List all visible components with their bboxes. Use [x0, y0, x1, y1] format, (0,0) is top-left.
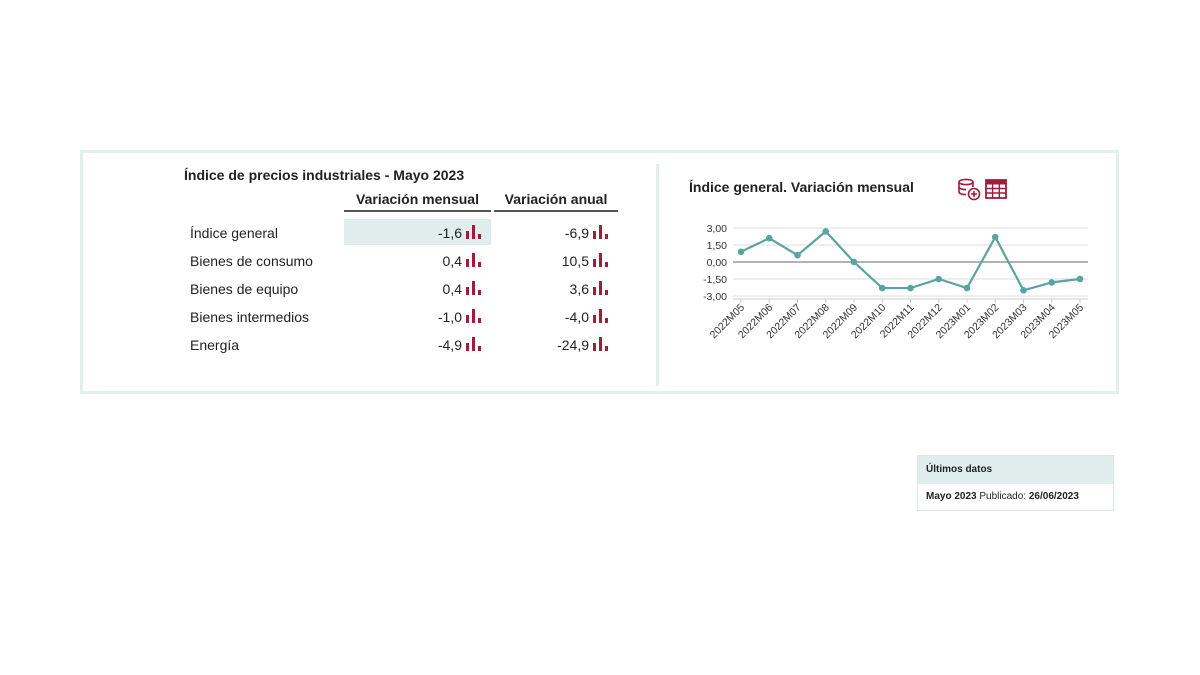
monthly-value: -1,6: [437, 225, 462, 241]
column-header-annual: Variación anual: [494, 191, 618, 212]
data-point: [794, 251, 801, 259]
data-point: [850, 258, 858, 266]
bar-chart-icon[interactable]: [593, 309, 608, 323]
latest-data-box: Últimos datos Mayo 2023 Publicado: 26/06…: [917, 455, 1114, 511]
row-label: Bienes intermedios: [190, 309, 310, 325]
row-label: Bienes de consumo: [190, 253, 313, 269]
table-row: Energía -4,9 -24,9: [184, 331, 624, 359]
y-tick-label: 0,00: [707, 257, 728, 269]
monthly-cell: 0,4: [344, 275, 491, 301]
data-point: [907, 284, 914, 292]
bar-chart-icon[interactable]: [593, 225, 608, 239]
y-tick-label: -1,50: [703, 274, 727, 286]
series-line: [740, 230, 1081, 292]
table-row: Bienes de consumo 0,4 10,5: [184, 247, 624, 275]
y-tick-label: -3,00: [703, 291, 727, 303]
data-point: [822, 228, 830, 235]
annual-value: 3,6: [569, 281, 589, 297]
bar-chart-icon[interactable]: [593, 337, 608, 351]
monthly-value: -1,0: [437, 309, 462, 325]
annual-cell: -24,9: [494, 331, 618, 357]
annual-value: -24,9: [557, 337, 589, 353]
monthly-cell: -1,0: [344, 303, 491, 329]
data-point: [765, 234, 773, 242]
latest-data-body: Mayo 2023 Publicado: 26/06/2023: [918, 484, 1113, 510]
bar-chart-icon[interactable]: [466, 253, 481, 267]
data-point: [737, 248, 745, 256]
line-chart: 3,001,500,00-1,50-3,002022M052022M062022…: [703, 223, 1088, 341]
data-point: [878, 284, 886, 292]
data-point: [1048, 279, 1056, 286]
column-header-monthly: Variación mensual: [344, 191, 491, 212]
annual-cell: -6,9: [494, 219, 618, 245]
bar-chart-icon[interactable]: [593, 281, 608, 295]
latest-period: Mayo 2023: [926, 491, 977, 502]
ipi-summary-panel: Índice de precios industriales - Mayo 20…: [80, 150, 1119, 394]
monthly-value: 0,4: [442, 253, 462, 269]
annual-value: 10,5: [561, 253, 589, 269]
annual-value: -4,0: [564, 309, 589, 325]
monthly-cell: 0,4: [344, 247, 491, 273]
y-tick-label: 3,00: [707, 223, 728, 235]
annual-cell: 10,5: [494, 247, 618, 273]
bar-chart-icon[interactable]: [466, 309, 481, 323]
table-row: Bienes de equipo 0,4 3,6: [184, 275, 624, 303]
data-point: [1020, 287, 1027, 294]
bar-chart-icon[interactable]: [466, 225, 481, 239]
table-icon[interactable]: [985, 179, 1007, 199]
row-label: Índice general: [190, 225, 278, 241]
bar-chart-icon[interactable]: [466, 337, 481, 351]
data-point: [1076, 275, 1084, 283]
monthly-value: 0,4: [442, 281, 462, 297]
annual-cell: 3,6: [494, 275, 618, 301]
monthly-cell: -4,9: [344, 331, 491, 357]
data-point: [935, 275, 943, 283]
row-label: Bienes de equipo: [190, 281, 299, 297]
annual-value: -6,9: [564, 225, 589, 241]
row-label: Energía: [190, 337, 240, 353]
table-row: Índice general -1,6 -6,9: [184, 219, 624, 247]
chart-title: Índice general. Variación mensual: [689, 179, 914, 195]
y-tick-label: 1,50: [707, 240, 728, 252]
annual-cell: -4,0: [494, 303, 618, 329]
table-row: Bienes intermedios -1,0 -4,0: [184, 303, 624, 331]
published-date: 26/06/2023: [1028, 491, 1079, 502]
database-add-icon[interactable]: [957, 177, 981, 201]
published-label: Publicado:: [979, 491, 1027, 502]
table-title: Índice de precios industriales - Mayo 20…: [184, 167, 465, 183]
panel-divider: [656, 164, 659, 386]
bar-chart-icon[interactable]: [593, 253, 608, 267]
bar-chart-icon[interactable]: [466, 281, 481, 295]
latest-data-header: Últimos datos: [918, 456, 1113, 484]
data-point: [991, 233, 999, 241]
data-point: [963, 284, 971, 292]
monthly-cell: -1,6: [344, 219, 491, 245]
monthly-value: -4,9: [437, 337, 462, 353]
